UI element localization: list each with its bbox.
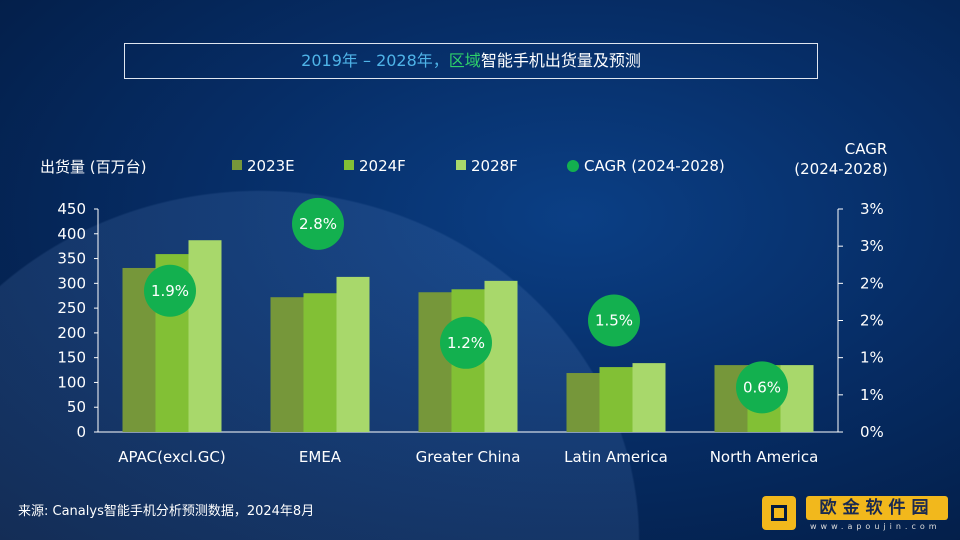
watermark-logo: 欧金软件园 www.apoujin.com xyxy=(762,492,952,536)
bar-2028F xyxy=(632,363,666,432)
cagr-data-label: 2.8% xyxy=(299,215,337,233)
y2-tick-label: 1% xyxy=(860,386,884,404)
x-tick-label: North America xyxy=(710,448,819,466)
legend-swatch-cagr xyxy=(567,160,579,172)
y-tick-label: 300 xyxy=(57,274,86,292)
title-part-3: 智能手机出货量及预测 xyxy=(480,51,641,70)
bar-2023E xyxy=(270,297,304,432)
y-tick-label: 100 xyxy=(57,373,86,391)
bar-2024F xyxy=(599,367,633,432)
bar-2028F xyxy=(336,276,370,432)
y-tick-label: 0 xyxy=(76,423,86,441)
legend-swatch-2024F xyxy=(344,160,354,170)
bar-2028F xyxy=(484,280,518,432)
cagr-point xyxy=(736,361,788,414)
legend-label-2024F: 2024F xyxy=(359,157,406,175)
legend-label-2028F: 2028F xyxy=(471,157,518,175)
bar-2028F xyxy=(188,240,222,432)
x-tick-label: EMEA xyxy=(299,448,342,466)
x-tick-label: Latin America xyxy=(564,448,668,466)
y-tick-label: 150 xyxy=(57,349,86,367)
cagr-data-label: 1.9% xyxy=(151,282,189,300)
legend-label-cagr: CAGR (2024-2028) xyxy=(584,157,725,175)
y2-tick-label: 1% xyxy=(860,349,884,367)
x-tick-label: APAC(excl.GC) xyxy=(118,448,225,466)
legend-label-2023E: 2023E xyxy=(247,157,295,175)
cagr-point xyxy=(292,197,344,250)
bar-2023E xyxy=(418,292,452,432)
y-tick-label: 250 xyxy=(57,299,86,317)
y2-tick-label: 3% xyxy=(860,200,884,218)
y-tick-label: 50 xyxy=(67,398,86,416)
source-note: 来源: Canalys智能手机分析预测数据，2024年8月 xyxy=(18,504,315,519)
legend-swatch-2028F xyxy=(456,160,466,170)
y-axis-title: 出货量 (百万台) xyxy=(40,158,146,176)
y2-axis-title: CAGR xyxy=(845,140,888,158)
x-tick-label: Greater China xyxy=(416,448,521,466)
y2-tick-label: 0% xyxy=(860,423,884,441)
cagr-point xyxy=(440,316,492,369)
cagr-data-label: 0.6% xyxy=(743,378,781,396)
bar-2028F xyxy=(780,365,814,432)
title-part-2: 区域 xyxy=(448,51,481,70)
y2-tick-label: 3% xyxy=(860,237,884,255)
cagr-point xyxy=(588,294,640,347)
cagr-point xyxy=(144,264,196,317)
y-tick-label: 400 xyxy=(57,225,86,243)
title-part-1: 2019年 – 2028年， xyxy=(301,51,449,70)
y2-axis-title: (2024-2028) xyxy=(794,160,887,178)
bar-2023E xyxy=(566,373,600,432)
y2-tick-label: 2% xyxy=(860,274,884,292)
cagr-data-label: 1.2% xyxy=(447,334,485,352)
y-tick-label: 200 xyxy=(57,324,86,342)
cagr-data-label: 1.5% xyxy=(595,312,633,330)
y2-tick-label: 2% xyxy=(860,312,884,330)
y-tick-label: 350 xyxy=(57,250,86,268)
chart-title: 2019年 – 2028年，区域智能手机出货量及预测 xyxy=(124,43,818,79)
legend-swatch-2023E xyxy=(232,160,242,170)
y-tick-label: 450 xyxy=(57,200,86,218)
bar-2024F xyxy=(303,293,337,432)
